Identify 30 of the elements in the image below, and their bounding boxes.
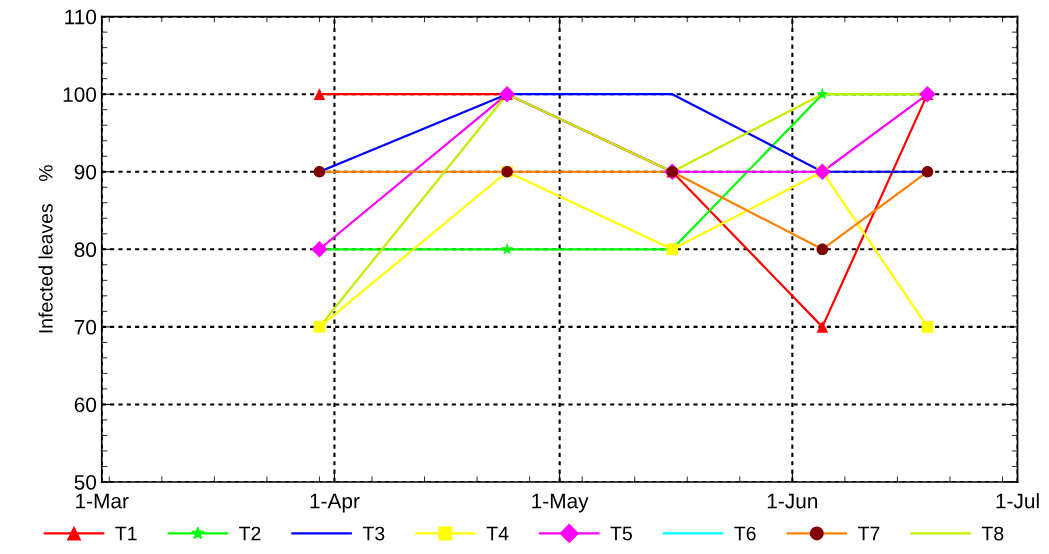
legend-label: T5 <box>610 526 632 541</box>
point <box>500 242 514 255</box>
legend-label: T8 <box>981 526 1004 541</box>
legend-label: T1 <box>115 526 137 541</box>
legend-label: T4 <box>486 526 509 541</box>
y-tick-label: 80 <box>74 242 97 258</box>
x-tick-label: 1-May <box>532 493 589 513</box>
point <box>816 87 829 100</box>
point <box>921 321 934 333</box>
point <box>313 88 326 100</box>
legend-label: T6 <box>734 526 756 541</box>
legend-label: T3 <box>362 526 385 541</box>
y-tick-label: 100 <box>63 87 97 102</box>
legend-label: T7 <box>858 526 880 541</box>
y-tick-label: 50 <box>74 474 97 490</box>
y-tick-label: 60 <box>74 397 97 413</box>
y-tick-label: 70 <box>74 319 97 335</box>
point <box>921 165 934 178</box>
point <box>816 243 829 256</box>
point <box>313 321 326 333</box>
point <box>816 321 829 333</box>
point <box>313 165 326 178</box>
y-tick-label: 90 <box>74 164 97 180</box>
x-tick-label: 1-Mar <box>76 493 129 509</box>
x-tick-label: 1-Apr <box>310 493 360 513</box>
y-tick-label: 110 <box>65 9 97 25</box>
x-tick-label: 1-Jul <box>996 493 1039 509</box>
legend-label: T2 <box>239 526 261 541</box>
y-axis-title: Infected leaves % <box>38 165 53 333</box>
x-tick-label: 1-Jun <box>767 493 818 509</box>
